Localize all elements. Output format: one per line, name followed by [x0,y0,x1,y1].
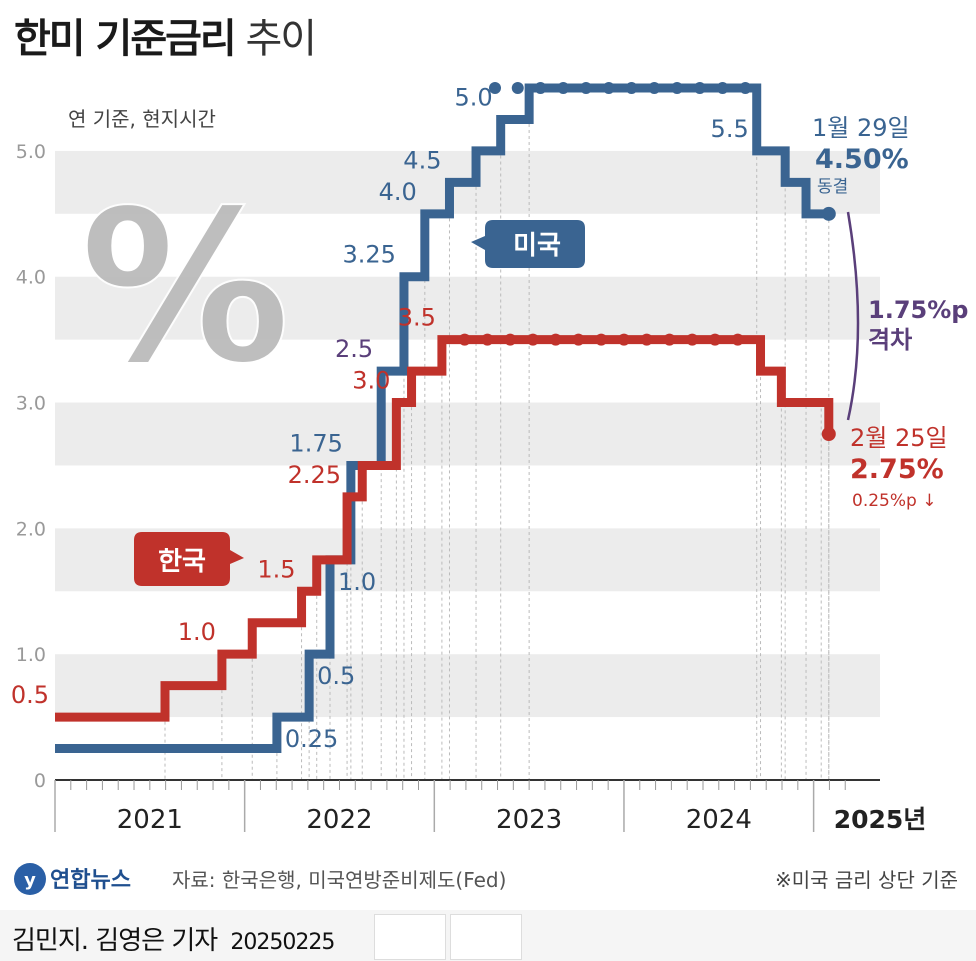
kr-dot [731,333,744,346]
kr-value-label: 3.5 [398,304,436,332]
us-latest-dot [821,206,836,221]
yonhap-logo-icon [14,863,46,895]
kr-dot [709,333,721,346]
us-dot [580,82,593,94]
kr-value-label: 1.0 [178,618,216,646]
title-bold: 한미 기준금리 [14,16,237,62]
y-tick-label: 1.0 [16,644,46,666]
kr-dot [481,333,494,346]
us-tag-label: 미국 [513,231,561,261]
percent-watermark: % [80,165,290,410]
x-year-label: 2022 [306,805,372,835]
logo-text: 연합뉴스 [50,867,131,893]
us-dot [648,82,661,94]
kr-value-label: 2.25 [288,461,341,489]
x-year-label: 2021 [117,805,183,835]
us-value-label: 0.5 [317,662,355,690]
y-axis-ticks: 0 1.0 2.0 3.0 4.0 5.0 [16,141,46,792]
kr-latest-date: 2월 25일 [850,424,948,452]
note-text: ※미국 금리 상단 기준 [775,868,958,892]
y-tick-label: 2.0 [16,518,46,540]
us-dot [602,82,615,94]
reporter: 김민지. 김영은 기자 [12,926,218,956]
us-value-label: 1.75 [289,429,342,457]
gap-value: 1.75%p [868,296,968,324]
x-year-label: 2025년 [834,805,927,834]
kr-rate-line [55,335,834,722]
gap-label: 격차 [868,326,912,354]
us-value-label: 4.5 [403,146,441,174]
us-dot [557,82,570,94]
kr-tag: 한국 [134,532,244,586]
us-value-label: 3.25 [343,241,396,269]
byline-text: 김민지. 김영은 기자 20250225 [12,920,335,957]
grid-band [55,276,880,340]
thumbnail-1[interactable] [374,914,446,960]
x-year-label: 2024 [686,805,752,835]
kr-dot [595,333,608,346]
series-group: 0.25 0.5 1.0 1.75 2.5 3.25 4.0 4.5 5.0 5.5 0.5 1.0 1… [11,82,836,753]
us-dot [534,82,547,94]
page-title: 한미 기준금리 추이 [14,6,317,64]
x-axis: 2021 2022 2023 2024 2025년 [54,779,927,835]
x-year-label: 2023 [496,805,562,835]
kr-dot [572,333,585,346]
thumbnail-2[interactable] [450,914,522,960]
us-latest-value: 4.50% [815,144,909,175]
kr-dot [640,333,653,346]
y-tick-label: 4.0 [16,267,46,289]
kr-latest-dot [821,427,836,441]
kr-dot [549,333,562,346]
us-value-label: 5.0 [455,83,493,111]
us-dot [716,82,729,94]
us-dot [489,82,501,94]
us-value-label: 1.0 [338,568,376,596]
us-dot [671,82,684,94]
y-tick-label: 5.0 [16,141,46,163]
grid-band [55,402,880,466]
gap-brace [846,211,860,421]
kr-latest-value: 2.75% [850,454,944,485]
rate-chart: 0 1.0 2.0 3.0 4.0 5.0 연 기준, 현지시간 % 0.25 0.5 1.0… [11,82,968,835]
kr-dot [663,333,676,346]
us-latest-date: 1월 29일 [812,114,910,142]
date: 20250225 [230,930,335,955]
y-tick-label: 0 [34,770,46,792]
kr-dot [504,333,517,346]
footer: y 연합뉴스 자료: 한국은행, 미국연방준비제도(Fed) ※미국 금리 상단… [0,861,976,901]
us-value-label: 0.25 [285,725,338,753]
source-text: 자료: 한국은행, 미국연방준비제도(Fed) [172,868,506,892]
grid-bands [55,150,880,718]
byline: 김민지. 김영은 기자 20250225 [0,910,976,961]
kr-dot [458,333,471,346]
us-dot [511,82,524,94]
kr-dot [526,333,539,346]
us-tag: 미국 [471,220,585,268]
us-rate-line [55,83,829,754]
us-value-label: 4.0 [379,178,417,206]
kr-value-label: 1.5 [257,555,295,583]
y-tick-label: 3.0 [16,393,46,415]
title-light: 추이 [245,16,317,62]
basis-note: 연 기준, 현지시간 [68,107,216,131]
kr-dot [686,333,699,346]
kr-tag-label: 한국 [158,547,206,577]
us-dot [693,82,706,94]
kr-value-label: 3.0 [352,367,390,395]
yonhap-logo-mark: y [24,870,36,891]
us-latest-note: 동결 [817,177,848,197]
kr-dot [617,333,630,346]
kr-latest-note: 0.25%p ↓ [852,491,936,511]
us-dot [625,82,638,94]
kr-value-label: 0.5 [11,681,49,709]
us-dot [739,82,752,94]
us-value-label: 5.5 [711,115,749,143]
us-value-label: 2.5 [335,335,373,363]
